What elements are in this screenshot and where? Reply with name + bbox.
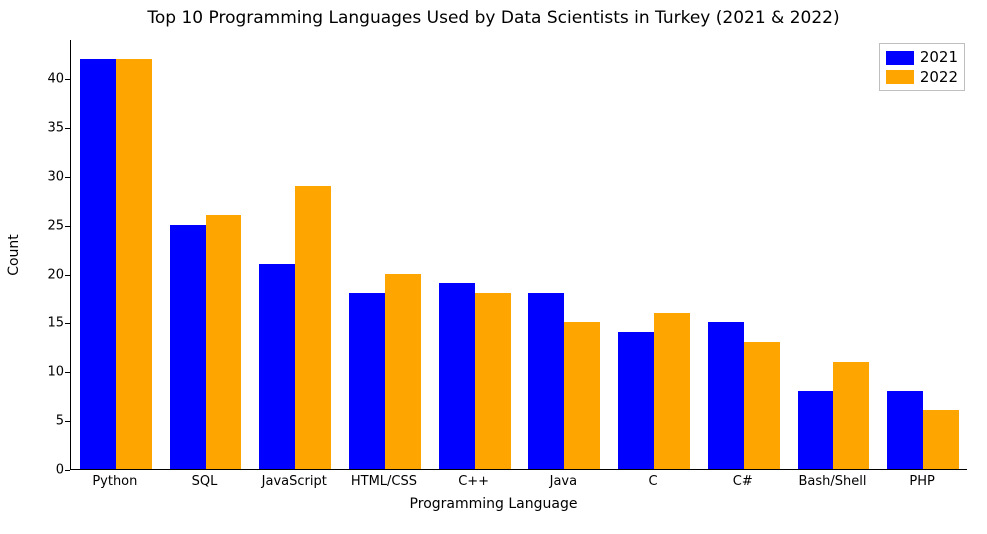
ytick-label: 20 (47, 267, 64, 282)
y-axis-label: Count (6, 234, 22, 276)
xtick-label: HTML/CSS (351, 474, 417, 489)
ytick-label: 30 (47, 169, 64, 184)
bar-2021-javascript (259, 264, 295, 469)
bar-2021-sql (170, 225, 206, 469)
ytick-label: 15 (47, 316, 64, 331)
legend-swatch-2022 (886, 70, 914, 84)
bar-2022-htmlcss (385, 274, 421, 469)
legend-swatch-2021 (886, 51, 914, 65)
bar-2021-c (439, 283, 475, 469)
ytick-mark (65, 128, 70, 129)
bar-2022-bashshell (833, 362, 869, 470)
x-axis-label: Programming Language (0, 496, 987, 512)
bar-2021-c (708, 322, 744, 469)
xtick-label: JavaScript (262, 474, 327, 489)
xtick-label: Bash/Shell (798, 474, 866, 489)
xtick-label: PHP (909, 474, 934, 489)
ytick-mark (65, 79, 70, 80)
bar-2022-javascript (295, 186, 331, 469)
bar-2021-python (80, 59, 116, 469)
xtick-label: Java (550, 474, 577, 489)
plot-area (70, 40, 967, 470)
legend-label-2022: 2022 (920, 68, 958, 88)
bar-2022-sql (206, 215, 242, 469)
ytick-label: 35 (47, 120, 64, 135)
bar-2022-python (116, 59, 152, 469)
bar-2022-c (475, 293, 511, 469)
bar-2022-java (564, 322, 600, 469)
legend: 2021 2022 (879, 43, 965, 91)
bar-2021-java (528, 293, 564, 469)
ytick-mark (65, 470, 70, 471)
bar-2021-bashshell (798, 391, 834, 469)
legend-item-2022: 2022 (886, 68, 958, 88)
bars-layer (71, 40, 967, 469)
legend-item-2021: 2021 (886, 48, 958, 68)
bar-2021-c (618, 332, 654, 469)
xtick-label: SQL (192, 474, 218, 489)
xtick-label: C (649, 474, 658, 489)
ytick-mark (65, 323, 70, 324)
bar-2021-htmlcss (349, 293, 385, 469)
ytick-label: 40 (47, 72, 64, 87)
ytick-mark (65, 275, 70, 276)
ytick-mark (65, 421, 70, 422)
ytick-mark (65, 226, 70, 227)
bar-2022-c (744, 342, 780, 469)
ytick-mark (65, 372, 70, 373)
chart-title: Top 10 Programming Languages Used by Dat… (0, 8, 987, 28)
xtick-label: Python (92, 474, 137, 489)
bar-2022-c (654, 313, 690, 469)
xtick-label: C# (733, 474, 753, 489)
ytick-mark (65, 177, 70, 178)
ytick-label: 25 (47, 218, 64, 233)
ytick-label: 10 (47, 365, 64, 380)
ytick-label: 0 (56, 463, 64, 478)
chart-container: Top 10 Programming Languages Used by Dat… (0, 0, 987, 534)
legend-label-2021: 2021 (920, 48, 958, 68)
bar-2021-php (887, 391, 923, 469)
ytick-label: 5 (56, 414, 64, 429)
bar-2022-php (923, 410, 959, 469)
xtick-label: C++ (458, 474, 489, 489)
